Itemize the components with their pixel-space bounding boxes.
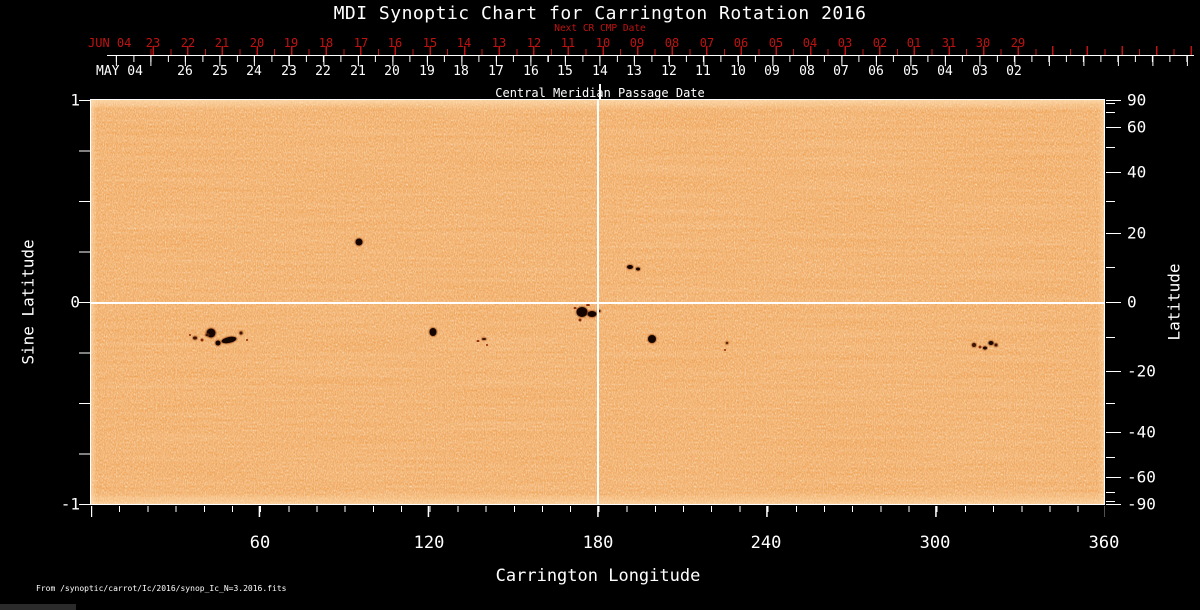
tick-mark <box>1106 126 1121 128</box>
latitude-minor-tick <box>1106 492 1115 493</box>
sine-latitude-tick-label: 0 <box>70 292 80 312</box>
white-day-label: 24 <box>246 64 262 79</box>
white-day-label: 04 <box>937 64 953 79</box>
longitude-tick-label: 360 <box>1088 533 1120 553</box>
latitude-tick-label: 0 <box>1127 292 1137 312</box>
longitude-axis-title: Carrington Longitude <box>495 566 701 586</box>
crosshair-horizontal <box>91 302 1104 304</box>
longitude-tick-label: 180 <box>582 533 614 553</box>
source-file-path: From /synoptic/carrot/Ic/2016/synop_Ic_N… <box>36 584 287 593</box>
white-day-label: 09 <box>764 64 780 79</box>
white-day-label: 25 <box>212 64 228 79</box>
red-minor-ticks <box>136 49 1194 55</box>
white-day-label: 13 <box>626 64 642 79</box>
sine-latitude-ticks <box>79 100 90 505</box>
latitude-minor-tick <box>1106 267 1115 268</box>
white-day-label: 20 <box>384 64 400 79</box>
longitude-tick-label: 120 <box>413 533 445 553</box>
latitude-major-ticks: 90 60 40 20 0 -20 -40 -60 <box>1106 0 1200 610</box>
latitude-tick-label: -40 <box>1127 422 1156 442</box>
latitude-tick-label: -60 <box>1127 467 1156 487</box>
latitude-tick-label: 20 <box>1127 223 1147 243</box>
latitude-tick-label: 60 <box>1127 117 1147 137</box>
white-day-label: 21 <box>350 64 366 79</box>
latitude-tick-label: 40 <box>1127 162 1147 182</box>
sine-latitude-tick-label: -1 <box>60 494 80 514</box>
white-day-label: 15 <box>557 64 573 79</box>
white-day-label: 26 <box>177 64 193 79</box>
white-day-label: 16 <box>523 64 539 79</box>
latitude-minor-tick <box>1106 147 1115 148</box>
white-day-label: 22 <box>315 64 331 79</box>
latitude-minor-tick <box>1106 112 1115 113</box>
white-day-label: 07 <box>833 64 849 79</box>
white-day-label: 05 <box>903 64 919 79</box>
tick-mark <box>1106 99 1121 101</box>
cmp-day-labels: 26 25 24 23 22 21 20 19 18 17 16 15 14 13 12 11 10 09 08 07… <box>0 64 1200 79</box>
jun-month-label: JUN 04 <box>88 36 132 50</box>
sine-latitude-axis-title: Sine Latitude <box>18 239 38 365</box>
latitude-axis-title: Latitude <box>1164 263 1184 341</box>
may-month-label: MAY 04 <box>96 64 143 79</box>
tick-mark <box>1106 431 1121 433</box>
latitude-minor-ticks <box>1106 0 1200 610</box>
latitude-tick-label: -90 <box>1127 494 1156 514</box>
next-cr-cmp-date-label: Next CR CMP Date <box>554 23 646 34</box>
latitude-minor-tick <box>1106 201 1115 202</box>
longitude-tick-label: 300 <box>919 533 951 553</box>
sine-latitude-tick-labels: 1 0 -1 <box>48 0 80 610</box>
white-day-label: 19 <box>419 64 435 79</box>
latitude-minor-tick <box>1106 103 1115 104</box>
white-day-label: 08 <box>799 64 815 79</box>
latitude-tick-label: 90 <box>1127 90 1147 110</box>
tick-mark <box>1106 232 1121 234</box>
cmp-minor-ticks <box>107 56 1194 62</box>
longitude-tick-label: 240 <box>750 533 782 553</box>
tick-mark <box>1106 171 1121 173</box>
date-axis-line <box>107 55 1194 56</box>
meridian-180-tick <box>599 84 601 99</box>
white-day-label: 18 <box>453 64 469 79</box>
tick-mark <box>1106 476 1121 478</box>
longitude-tick-label: 60 <box>249 533 271 553</box>
sine-latitude-tick-label: 1 <box>70 90 80 110</box>
white-day-label: 17 <box>488 64 504 79</box>
latitude-minor-tick <box>1106 457 1115 458</box>
white-day-label: 10 <box>730 64 746 79</box>
white-day-label: 02 <box>1006 64 1022 79</box>
corner-artifact <box>0 604 76 610</box>
white-day-label: 12 <box>661 64 677 79</box>
latitude-minor-tick <box>1106 403 1115 404</box>
tick-mark <box>1106 503 1121 505</box>
white-day-label: 14 <box>592 64 608 79</box>
latitude-minor-tick <box>1106 337 1115 338</box>
chart-title: MDI Synoptic Chart for Carrington Rotati… <box>333 3 867 24</box>
white-day-label: 06 <box>868 64 884 79</box>
tick-mark <box>1106 370 1121 372</box>
latitude-minor-tick <box>1106 501 1115 502</box>
latitude-tick-label: -20 <box>1127 361 1156 381</box>
longitude-minor-ticks <box>91 506 1105 512</box>
white-day-label: 11 <box>695 64 711 79</box>
tick-mark <box>1106 301 1121 303</box>
white-day-label: 03 <box>972 64 988 79</box>
plot-area <box>90 99 1105 505</box>
longitude-tick-labels: 60 120 180 240 300 360 <box>0 533 1200 553</box>
white-day-label: 23 <box>281 64 297 79</box>
top-gap <box>90 90 1105 99</box>
